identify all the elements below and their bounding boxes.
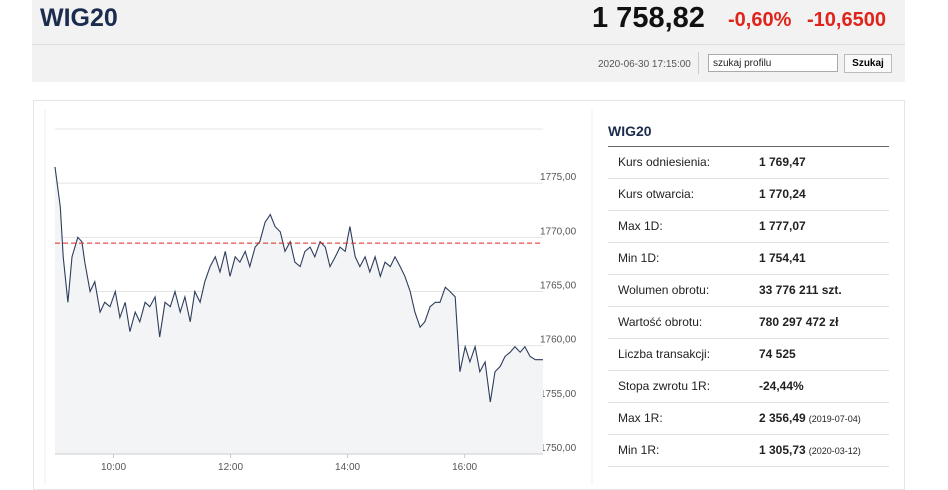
stats-label: Max 1D:	[618, 219, 663, 233]
x-tick-label: 10:00	[101, 462, 126, 473]
stats-row: Max 1R: 2 356,49 (2019-07-04)	[608, 403, 889, 435]
stats-row: Min 1D: 1 754,41	[608, 243, 889, 275]
area-fill	[55, 166, 543, 454]
search-input[interactable]: szukaj profilu	[708, 54, 838, 72]
y-tick-label: 1775,00	[540, 172, 577, 183]
stats-value: 2 356,49 (2019-07-04)	[759, 411, 861, 425]
stats-row: Max 1D: 1 777,07	[608, 211, 889, 243]
search-button[interactable]: Szukaj	[844, 54, 892, 73]
y-tick-label: 1760,00	[540, 335, 577, 346]
stats-row: Stopa zwrotu 1R: -24,44%	[608, 371, 889, 403]
stats-label: Stopa zwrotu 1R:	[618, 379, 711, 393]
stats-value: 780 297 472 zł	[759, 315, 839, 329]
stats-value: 1 305,73 (2020-03-12)	[759, 443, 861, 457]
x-tick-label: 12:00	[218, 462, 243, 473]
x-tick-label: 16:00	[452, 462, 477, 473]
y-tick-label: 1765,00	[540, 281, 577, 292]
stats-label: Min 1D:	[618, 251, 660, 265]
stats-note: (2020-03-12)	[808, 446, 861, 456]
header: WIG20 1 758,82 -0,60% -10,6500 2020-06-3…	[32, 0, 905, 82]
stats-label: Min 1R:	[618, 443, 660, 457]
change-abs: -10,6500	[807, 9, 886, 31]
stats-value: 33 776 211 szt.	[759, 283, 842, 297]
change-pct: -0,60%	[728, 9, 792, 31]
stats-label: Max 1R:	[618, 411, 663, 425]
stats-table: WIG20 Kurs odniesienia: 1 769,47 Kurs otwa…	[608, 118, 889, 467]
stats-label: Kurs odniesienia:	[618, 155, 711, 169]
stats-row: Min 1R: 1 305,73 (2020-03-12)	[608, 435, 889, 467]
stats-row: Wolumen obrotu: 33 776 211 szt.	[608, 275, 889, 307]
y-tick-label: 1770,00	[540, 226, 577, 237]
stats-label: Liczba transakcji:	[618, 347, 711, 361]
stats-value: 1 777,07	[759, 219, 806, 233]
stats-value: -24,44%	[759, 379, 804, 393]
stats-value: 74 525	[759, 347, 796, 361]
stats-label: Wolumen obrotu:	[618, 283, 710, 297]
stats-value: 1 754,41	[759, 251, 806, 265]
stats-label: Wartość obrotu:	[618, 315, 703, 329]
stats-row: Kurs odniesienia: 1 769,47	[608, 147, 889, 179]
index-title: WIG20	[40, 4, 118, 32]
stats-row: Wartość obrotu: 780 297 472 zł	[608, 307, 889, 339]
price: 1 758,82	[592, 2, 705, 34]
divider	[32, 44, 905, 45]
x-tick-label: 14:00	[335, 462, 360, 473]
stats-label: Kurs otwarcia:	[618, 187, 695, 201]
stats-row: Liczba transakcji: 74 525	[608, 339, 889, 371]
stats-row: Kurs otwarcia: 1 770,24	[608, 179, 889, 211]
stats-value: 1 769,47	[759, 155, 806, 169]
price-line	[54, 166, 543, 403]
y-tick-label: 1750,00	[540, 443, 577, 454]
stats-title: WIG20	[608, 118, 889, 147]
y-tick-label: 1755,00	[540, 389, 577, 400]
stats-value: 1 770,24	[759, 187, 806, 201]
datetime: 2020-06-30 17:15:00	[598, 59, 691, 70]
separator	[698, 52, 699, 74]
stats-note: (2019-07-04)	[808, 414, 861, 424]
